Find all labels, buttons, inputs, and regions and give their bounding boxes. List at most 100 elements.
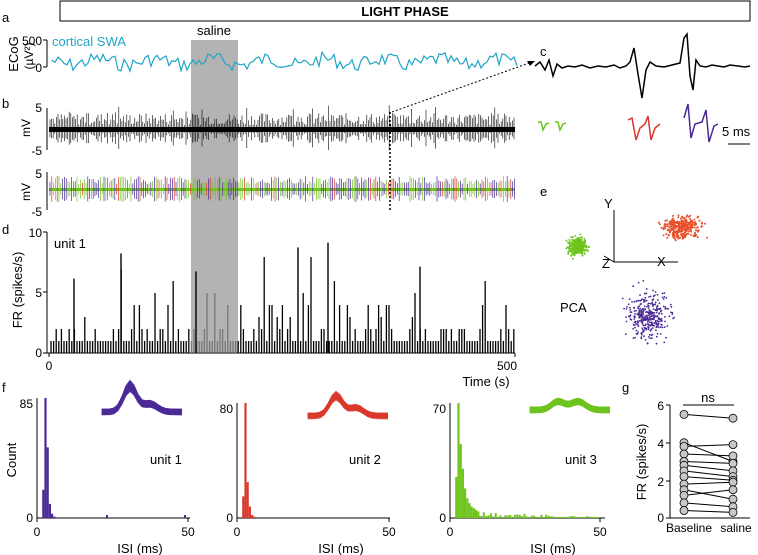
isi-bar	[497, 516, 500, 518]
pca-point	[696, 236, 699, 239]
pair-line	[683, 464, 734, 472]
cortical-swa-label: cortical SWA	[52, 34, 126, 49]
fr-tick-0: 0	[35, 346, 42, 360]
pca-point	[643, 326, 646, 329]
isi-bar	[459, 444, 462, 518]
pca-point	[651, 337, 653, 339]
pair-line	[683, 476, 734, 481]
pca-point	[652, 289, 654, 292]
pca-point	[666, 223, 669, 226]
pca-point	[664, 227, 667, 230]
pca-point	[637, 299, 640, 302]
pca-point	[633, 318, 636, 320]
pca-label: PCA	[560, 300, 587, 315]
pca-point	[663, 341, 666, 344]
pca-point	[679, 217, 682, 220]
pca-point	[580, 240, 583, 243]
pca-point	[660, 317, 663, 320]
pca-point	[690, 220, 693, 223]
paired-points	[679, 409, 738, 517]
pca-point	[627, 303, 630, 306]
isi-bar	[468, 503, 471, 518]
baseline-point	[679, 498, 689, 508]
pca-point	[635, 300, 638, 303]
pca-point	[652, 305, 654, 307]
pca-point	[652, 308, 655, 310]
pca-point	[582, 249, 585, 252]
pca-point	[646, 305, 648, 308]
pca-point	[661, 324, 663, 326]
pca-point	[633, 300, 636, 303]
pca-point	[660, 312, 663, 315]
pca-point	[645, 310, 648, 313]
pca-point	[574, 240, 577, 243]
pca-point	[651, 299, 654, 302]
pca-point	[638, 311, 641, 314]
pca-point	[662, 228, 665, 230]
pca-point	[575, 247, 578, 249]
g-tick-2: 2	[657, 475, 664, 489]
baseline-point	[679, 409, 689, 419]
pca-point	[644, 296, 647, 299]
panel-letter-e: e	[540, 184, 547, 199]
pca-point	[570, 236, 573, 239]
isi-bar	[535, 516, 538, 518]
pca-point	[567, 252, 570, 255]
pca-point	[647, 336, 650, 338]
pca-point	[643, 299, 645, 301]
isi-bar	[487, 515, 490, 518]
baseline-point	[679, 441, 689, 451]
sorted-tick-bottom: -5	[31, 205, 42, 219]
fr-xtick-500: 500	[497, 359, 517, 373]
cluster-purple	[621, 280, 676, 345]
fr-tick-5: 5	[35, 286, 42, 300]
pca-point	[657, 322, 660, 325]
pca-point	[578, 241, 581, 243]
g-category-saline: saline	[720, 521, 752, 535]
isi-bar	[557, 516, 560, 518]
pca-point	[685, 234, 688, 236]
pca-point	[684, 228, 687, 230]
fr-xtick-0: 0	[46, 359, 53, 373]
pca-point	[685, 215, 688, 218]
pca-point	[663, 225, 666, 228]
pca-point	[635, 323, 637, 325]
isi-bar	[464, 488, 467, 518]
isi-bar	[44, 398, 47, 518]
pca-axis-z-label: Z	[602, 256, 610, 271]
isi-bar	[516, 514, 519, 518]
pca-point	[649, 315, 652, 318]
pca-point	[633, 324, 636, 326]
isi-bar	[550, 516, 552, 518]
pca-point	[670, 225, 673, 228]
pca-point	[636, 333, 639, 335]
isi-bar	[523, 513, 526, 518]
pca-point	[690, 230, 693, 233]
pca-point	[669, 223, 672, 226]
pca-point	[642, 280, 645, 282]
saline-label: saline	[197, 23, 231, 38]
isi-bar	[244, 403, 247, 518]
pca-point	[636, 323, 639, 326]
isi-bar	[530, 515, 533, 518]
isi-bar	[564, 517, 567, 518]
pca-point	[565, 247, 568, 250]
isi2-xtick-min: 0	[234, 525, 241, 539]
pca-point	[687, 233, 690, 235]
isi-bar	[509, 514, 512, 518]
pair-line	[683, 413, 734, 419]
isi2-xlabel: ISI (ms)	[318, 541, 364, 555]
pca-point	[691, 224, 694, 227]
pca-point	[649, 295, 652, 298]
pca-point	[578, 243, 581, 246]
pca-point	[578, 248, 581, 250]
pca-point	[672, 317, 674, 320]
pca-point	[666, 225, 669, 228]
pca-point	[633, 310, 636, 312]
swa-trace	[51, 50, 518, 74]
pca-point	[694, 231, 696, 234]
pair-line	[683, 489, 734, 500]
pca-point	[629, 318, 632, 320]
pca-point	[641, 298, 643, 300]
pca-point	[621, 297, 624, 300]
